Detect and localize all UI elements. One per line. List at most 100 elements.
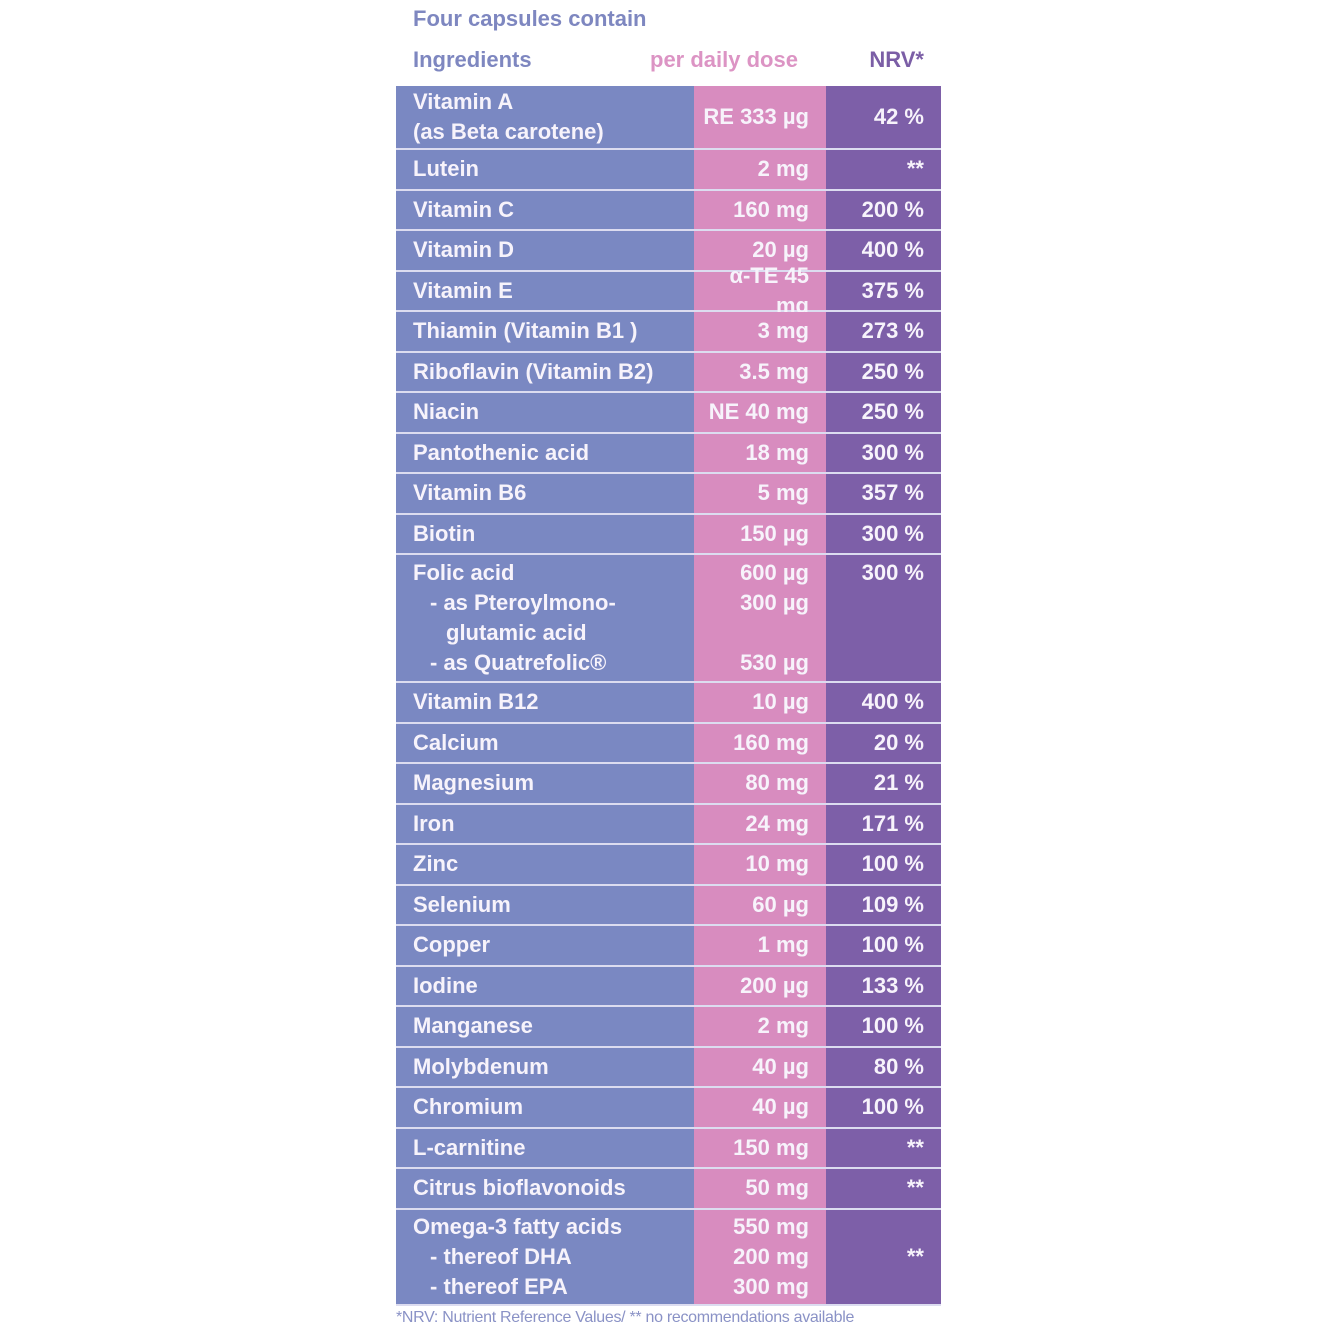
daily-dose-cell: 18 mg xyxy=(694,433,826,472)
nrv-value: 375 % xyxy=(861,277,924,303)
table-row: Riboflavin (Vitamin B2) 3.5 mg 250 % xyxy=(396,352,941,393)
table-row: Vitamin B12 10 µg 400 % xyxy=(396,683,941,724)
nrv-value-cell: ** xyxy=(826,1169,941,1208)
nrv-value-cell: 100 % xyxy=(826,1007,941,1046)
daily-dose: 2 mg xyxy=(757,1013,809,1039)
daily-dose-cell: 60 µg xyxy=(694,885,826,924)
ingredient-name: - thereof EPA xyxy=(430,1273,568,1299)
nrv-value: 273 % xyxy=(861,318,924,344)
ingredient-name: Selenium xyxy=(413,891,511,917)
table-row: Vitamin C 160 mg 200 % xyxy=(396,190,941,231)
nrv-value: 100 % xyxy=(861,932,924,958)
nrv-value-cell: 42 % xyxy=(826,86,941,148)
ingredient-name: Lutein xyxy=(413,156,479,182)
nrv-value: 100 % xyxy=(861,851,924,877)
daily-dose-cell: α-TE 45 mg xyxy=(694,263,826,318)
daily-dose: 60 µg xyxy=(752,891,809,917)
ingredient-name: Calcium xyxy=(413,729,499,755)
nrv-value-cell: 300 % xyxy=(826,433,941,472)
ingredient-name-cell: Manganese xyxy=(396,1007,694,1046)
daily-dose: 160 mg xyxy=(733,196,809,222)
ingredient-name: L-carnitine xyxy=(413,1134,526,1160)
table-row: Iron 24 mg 171 % xyxy=(396,804,941,845)
nrv-value-cell: 300 % xyxy=(826,555,941,681)
nrv-value-cell: ** xyxy=(826,150,941,189)
ingredient-name: Molybdenum xyxy=(413,1053,549,1079)
table-row: Pantothenic acid 18 mg 300 % xyxy=(396,433,941,474)
daily-dose: 18 mg xyxy=(745,439,809,465)
nrv-value: 20 % xyxy=(873,729,924,755)
table-row: Iodine 200 µg 133 % xyxy=(396,966,941,1007)
ingredient-name-cell: Vitamin A (as Beta carotene) xyxy=(396,86,694,148)
table-row: Folic acid - as Pteroylmono-glutamic acid… xyxy=(396,555,941,683)
ingredient-name-cell: Chromium xyxy=(396,1088,694,1127)
nrv-value: ** xyxy=(906,1243,924,1269)
ingredient-name-cell: Copper xyxy=(396,926,694,965)
ingredient-name: Niacin xyxy=(413,399,480,425)
ingredient-name-cell: Omega-3 fatty acids - thereof DHA - thereo… xyxy=(396,1209,694,1304)
nrv-value-cell: 100 % xyxy=(826,845,941,884)
daily-dose: 300 mg xyxy=(733,1273,809,1299)
ingredient-name: Biotin xyxy=(413,520,476,546)
daily-dose: 20 µg xyxy=(752,237,809,263)
ingredient-name-cell: Zinc xyxy=(396,845,694,884)
nrv-value: 109 % xyxy=(861,891,924,917)
nrv-value: 400 % xyxy=(861,689,924,715)
nrv-value xyxy=(826,588,924,618)
nrv-value: 250 % xyxy=(861,358,924,384)
table-row: Citrus bioflavonoids 50 mg ** xyxy=(396,1169,941,1210)
nrv-value-cell: 400 % xyxy=(826,683,941,722)
daily-dose-cell: 3.5 mg xyxy=(694,352,826,391)
nrv-value-cell: 100 % xyxy=(826,1088,941,1127)
ingredient-name: Citrus bioflavonoids xyxy=(413,1175,626,1201)
table-row: Vitamin B6 5 mg 357 % xyxy=(396,474,941,515)
nrv-value-cell: 375 % xyxy=(826,271,941,310)
nrv-value: 100 % xyxy=(861,1013,924,1039)
daily-dose: 2 mg xyxy=(757,156,809,182)
daily-dose-cell: 24 mg xyxy=(694,804,826,843)
nrv-value: 42 % xyxy=(873,104,924,129)
table-row: Omega-3 fatty acids - thereof DHA - thereo… xyxy=(396,1209,941,1306)
daily-dose: 24 mg xyxy=(745,810,809,836)
daily-dose: 50 mg xyxy=(745,1175,809,1201)
daily-dose-cell: 600 µg 300 µg 530 µg xyxy=(694,555,826,681)
ingredient-name: Vitamin B6 xyxy=(413,480,527,506)
nrv-value-cell: 300 % xyxy=(826,514,941,553)
daily-dose-cell: 1 mg xyxy=(694,926,826,965)
table-row: Selenium 60 µg 109 % xyxy=(396,885,941,926)
daily-dose-cell: 550 mg 200 mg 300 mg xyxy=(694,1209,826,1304)
nrv-value-cell: 20 % xyxy=(826,723,941,762)
daily-dose: 200 mg xyxy=(733,1243,809,1269)
table-row: Chromium 40 µg 100 % xyxy=(396,1088,941,1129)
ingredient-name-cell: Magnesium xyxy=(396,764,694,803)
ingredient-name-cell: Vitamin D xyxy=(396,231,694,270)
ingredient-name: - thereof DHA xyxy=(430,1243,572,1269)
nrv-value xyxy=(826,648,924,678)
ingredient-name-cell: L-carnitine xyxy=(396,1128,694,1167)
table-row: Manganese 2 mg 100 % xyxy=(396,1007,941,1048)
table-row: Magnesium 80 mg 21 % xyxy=(396,764,941,805)
ingredient-name: Omega-3 fatty acids xyxy=(413,1213,623,1239)
daily-dose: 3 mg xyxy=(757,318,809,344)
daily-dose: 10 µg xyxy=(752,689,809,715)
table-row: Vitamin A (as Beta carotene) RE 333 µg 42 % xyxy=(396,86,941,150)
daily-dose-cell: 150 mg xyxy=(694,1128,826,1167)
daily-dose-cell: 10 µg xyxy=(694,683,826,722)
daily-dose-cell: 160 mg xyxy=(694,190,826,229)
daily-dose-cell: 150 µg xyxy=(694,514,826,553)
nrv-value xyxy=(826,618,924,648)
table-row: Copper 1 mg 100 % xyxy=(396,926,941,967)
ingredient-name-cell: Vitamin E xyxy=(396,271,694,310)
table-row: Vitamin D 20 µg 400 % xyxy=(396,231,941,272)
nrv-value: ** xyxy=(906,1175,924,1201)
daily-dose-cell: 2 mg xyxy=(694,150,826,189)
daily-dose: 600 µg xyxy=(740,560,809,585)
ingredient-name-cell: Iron xyxy=(396,804,694,843)
ingredient-name-cell: Citrus bioflavonoids xyxy=(396,1169,694,1208)
table-row: Calcium 160 mg 20 % xyxy=(396,723,941,764)
ingredient-name: Vitamin B12 xyxy=(413,689,539,715)
daily-dose-cell: 40 µg xyxy=(694,1047,826,1086)
daily-dose: 150 µg xyxy=(740,520,809,546)
ingredient-name: Zinc xyxy=(413,851,459,877)
table-row: Biotin 150 µg 300 % xyxy=(396,514,941,555)
